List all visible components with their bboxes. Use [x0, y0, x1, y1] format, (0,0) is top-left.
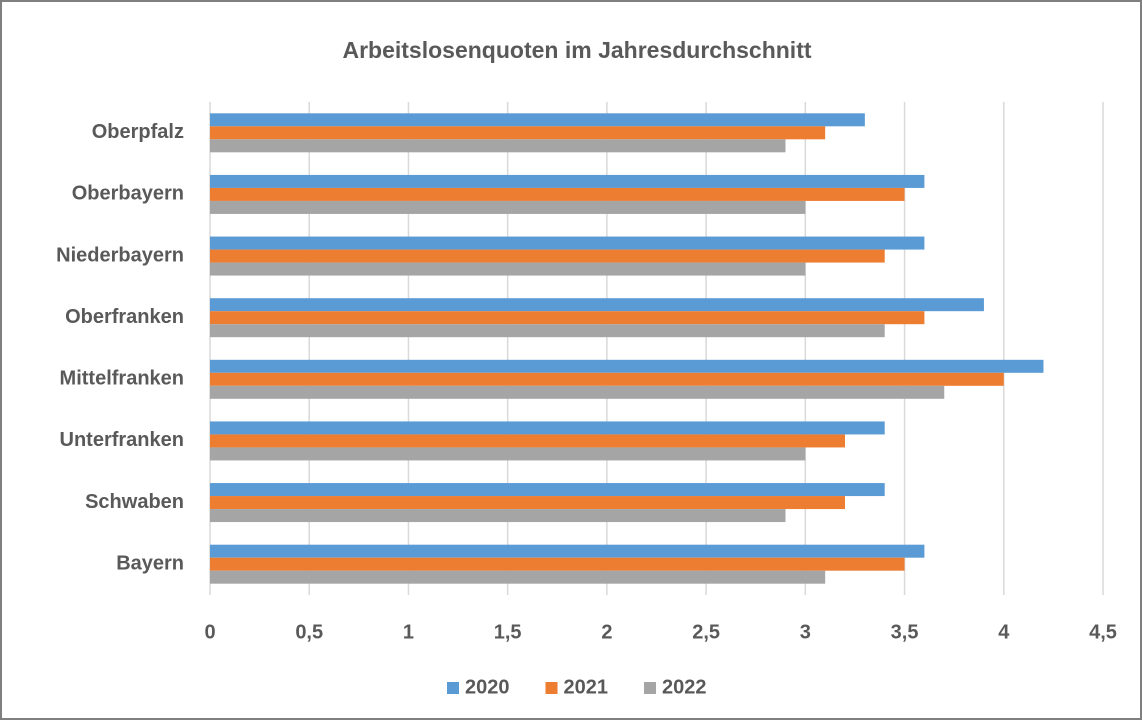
- y-tick-label: Oberpfalz: [92, 121, 184, 143]
- bar: [210, 187, 905, 201]
- bar: [210, 298, 984, 312]
- bar: [210, 126, 826, 140]
- bar: [210, 447, 806, 461]
- bar: [210, 434, 846, 448]
- y-tick-label: Oberfranken: [65, 306, 184, 328]
- bar: [210, 262, 806, 276]
- x-tick-label: 3,5: [891, 621, 919, 643]
- x-tick-label: 1: [403, 621, 414, 643]
- legend-swatch: [545, 682, 558, 694]
- legend-swatch: [447, 682, 459, 694]
- x-tick-label: 4,5: [1089, 621, 1117, 643]
- bar: [210, 249, 885, 263]
- y-tick-label: Schwaben: [85, 491, 184, 513]
- x-tick-label: 3: [800, 621, 811, 643]
- bar: [210, 139, 786, 153]
- x-tick-label: 0: [204, 621, 215, 643]
- y-tick-label: Unterfranken: [60, 429, 184, 451]
- y-tick-label: Niederbayern: [56, 244, 184, 266]
- x-tick-label: 1,5: [494, 621, 522, 643]
- y-tick-label: Mittelfranken: [60, 368, 184, 390]
- bar: [210, 557, 905, 571]
- bar: [210, 570, 826, 584]
- legend-label: 2021: [564, 676, 609, 698]
- bar: [210, 483, 885, 497]
- bar: [210, 311, 925, 325]
- bar: [210, 236, 925, 250]
- bar: [210, 372, 1004, 386]
- bar: [210, 174, 925, 188]
- x-tick-label: 0,5: [295, 621, 323, 643]
- bar: [210, 544, 925, 558]
- legend-swatch: [644, 682, 656, 694]
- y-tick-label: Bayern: [116, 552, 184, 574]
- bar: [210, 324, 885, 338]
- y-tick-label: Oberbayern: [72, 183, 184, 205]
- legend-label: 2020: [465, 676, 510, 698]
- bar: [210, 385, 945, 399]
- bar: [210, 359, 1044, 373]
- chart-title: Arbeitslosenquoten im Jahresdurchschnitt: [342, 37, 811, 63]
- bar: [210, 113, 865, 127]
- bar: [210, 509, 786, 523]
- bar: [210, 200, 806, 214]
- x-tick-label: 4: [998, 621, 1010, 643]
- bar: [210, 496, 846, 510]
- x-tick-label: 2,5: [692, 621, 720, 643]
- bar: [210, 421, 885, 435]
- legend-label: 2022: [662, 676, 707, 698]
- x-tick-label: 2: [601, 621, 612, 643]
